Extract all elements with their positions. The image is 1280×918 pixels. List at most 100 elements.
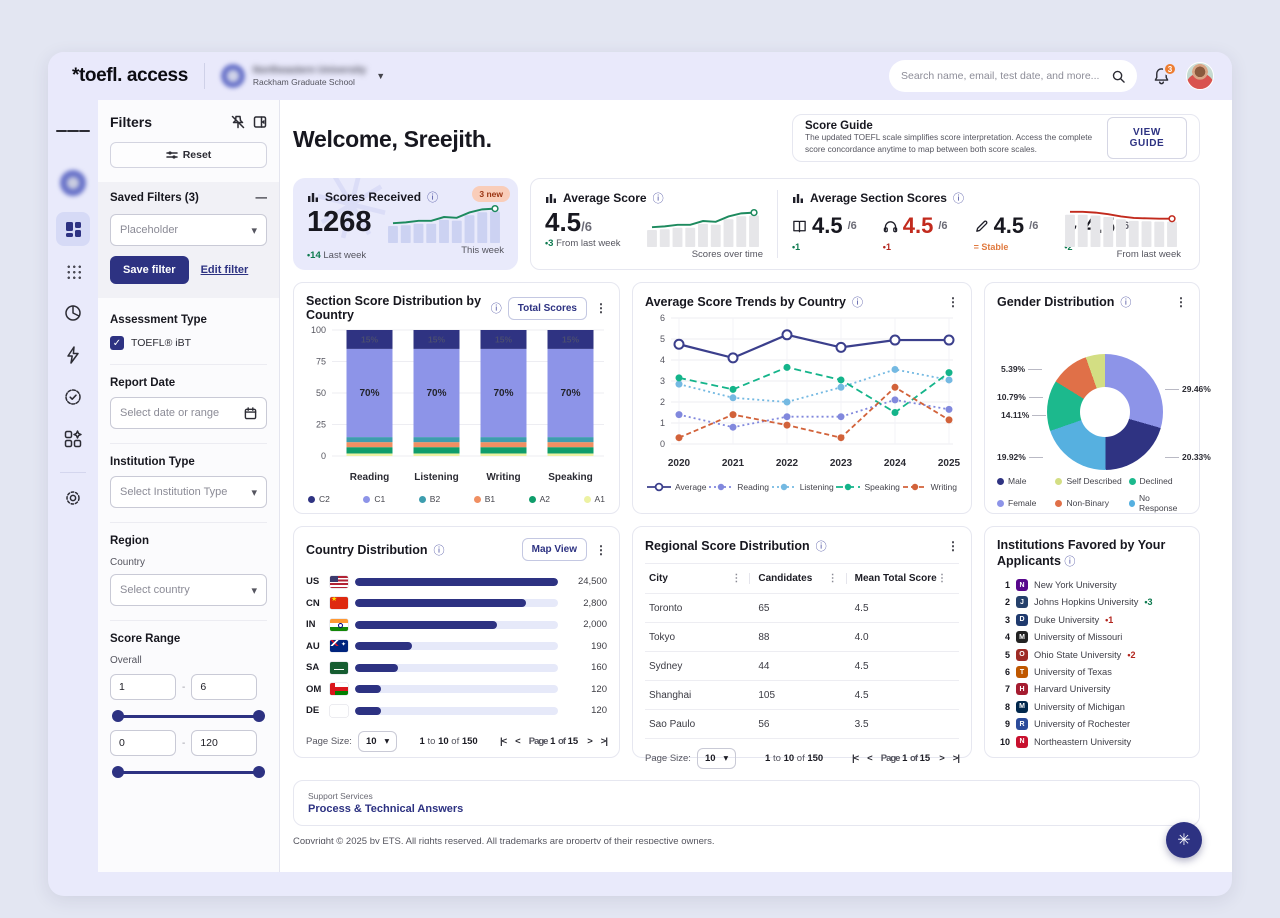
slider-handle-max[interactable]: [253, 766, 265, 778]
prev-page-button[interactable]: <: [867, 753, 872, 764]
kebab-menu-icon[interactable]: ⋮: [947, 539, 959, 553]
last-page-button[interactable]: >|: [600, 735, 608, 747]
edit-filter-link[interactable]: Edit filter: [200, 264, 249, 276]
total-max-input[interactable]: 120: [191, 730, 258, 756]
saved-filter-select[interactable]: Placeholder ▾: [110, 214, 267, 246]
country-row-om[interactable]: OM 120: [306, 679, 607, 701]
institution-row[interactable]: 1 N New York University: [997, 576, 1187, 593]
info-icon[interactable]: ⓘ: [490, 303, 502, 315]
nav-apps[interactable]: [56, 254, 90, 288]
prev-page-button[interactable]: <: [515, 735, 520, 747]
reset-filters-button[interactable]: Reset: [110, 142, 267, 168]
nav-dashboard[interactable]: [56, 212, 90, 246]
header-divider: [203, 63, 205, 89]
svg-text:50: 50: [316, 388, 326, 398]
nav-quality[interactable]: [56, 380, 90, 414]
slider-handle-min[interactable]: [112, 766, 124, 778]
regional-table: City ⋮ Candidates ⋮ Mean Total Score ⋮ Toronto…: [645, 563, 959, 739]
next-page-button[interactable]: >: [939, 753, 944, 764]
institution-row[interactable]: 4 M University of Missouri: [997, 629, 1187, 646]
first-page-button[interactable]: |<: [851, 753, 859, 764]
country-value: 120: [591, 705, 607, 717]
next-page-button[interactable]: >: [587, 735, 592, 747]
info-icon[interactable]: ⓘ: [852, 297, 863, 309]
collapse-icon[interactable]: —: [255, 192, 268, 204]
info-icon[interactable]: ⓘ: [1064, 555, 1076, 568]
country-row-sa[interactable]: SA 160: [306, 657, 607, 679]
info-icon[interactable]: ⓘ: [1120, 297, 1132, 309]
institution-row[interactable]: 3 D Duke University •1: [997, 611, 1187, 628]
country-row-au[interactable]: AU 190: [306, 636, 607, 658]
notifications-button[interactable]: 3: [1153, 62, 1177, 85]
institution-type-select[interactable]: Select Institution Type ▾: [110, 476, 267, 508]
info-icon[interactable]: ⓘ: [652, 193, 664, 205]
save-filter-button[interactable]: Save filter: [110, 256, 189, 284]
column-menu-icon[interactable]: ⋮: [731, 573, 742, 584]
table-row[interactable]: Tokyo 88 4.0: [645, 623, 959, 652]
institution-row[interactable]: 10 N Northeastern University: [997, 733, 1187, 750]
unpin-icon[interactable]: [231, 115, 245, 129]
country-row-cn[interactable]: CN 2,800: [306, 593, 607, 615]
table-row[interactable]: Sydney 44 4.5: [645, 652, 959, 681]
slider-handle-max[interactable]: [253, 710, 265, 722]
institution-row[interactable]: 2 J Johns Hopkins University •3: [997, 594, 1187, 611]
total-range-slider[interactable]: [112, 766, 265, 778]
rail-org-logo[interactable]: [60, 170, 86, 196]
overall-max-input[interactable]: 6: [191, 674, 258, 700]
country-value: 190: [591, 640, 607, 652]
kebab-menu-icon[interactable]: ⋮: [947, 295, 959, 309]
top-header: *toefl. access Northeastern University R…: [48, 52, 1232, 100]
overall-min-input[interactable]: 1: [110, 674, 176, 700]
total-min-input[interactable]: 0: [110, 730, 176, 756]
info-icon[interactable]: ⓘ: [815, 541, 827, 553]
institution-row[interactable]: 8 M University of Michigan: [997, 698, 1187, 715]
map-view-button[interactable]: Map View: [521, 538, 587, 561]
institutions-card: Institutions Favored by Your Applicants …: [984, 526, 1200, 758]
first-page-button[interactable]: |<: [499, 735, 507, 747]
support-link[interactable]: Process & Technical Answers: [308, 803, 464, 815]
report-date-input[interactable]: Select date or range: [110, 397, 267, 429]
institution-row[interactable]: 5 O Ohio State University •2: [997, 646, 1187, 663]
kebab-menu-icon[interactable]: ⋮: [595, 542, 607, 557]
info-icon[interactable]: ⓘ: [427, 192, 439, 204]
view-guide-button[interactable]: VIEW GUIDE: [1107, 117, 1187, 159]
country-row-us[interactable]: US 24,500: [306, 571, 607, 593]
institution-row[interactable]: 6 T University of Texas: [997, 663, 1187, 680]
total-scores-button[interactable]: Total Scores: [507, 296, 587, 320]
table-row[interactable]: Shanghai 105 4.5: [645, 681, 959, 710]
country-row-de[interactable]: DE 120: [306, 700, 607, 722]
table-row[interactable]: Sao Paulo 56 3.5: [645, 710, 959, 739]
nav-activity[interactable]: [56, 338, 90, 372]
toefl-ibt-checkbox[interactable]: ✓: [110, 336, 124, 350]
country-value: 24,500: [577, 576, 607, 588]
country-select[interactable]: Select country ▾: [110, 574, 267, 606]
column-menu-icon[interactable]: ⋮: [827, 573, 838, 584]
search-input[interactable]: Search name, email, test date, and more.…: [889, 60, 1137, 92]
nav-settings[interactable]: [56, 481, 90, 515]
menu-icon[interactable]: [56, 114, 90, 148]
help-fab-button[interactable]: ✳: [1166, 822, 1202, 858]
slider-handle-min[interactable]: [112, 710, 124, 722]
institution-row[interactable]: 9 R University of Rochester: [997, 716, 1187, 733]
last-page-button[interactable]: >|: [952, 753, 960, 764]
institution-name: Northeastern University: [1034, 736, 1132, 747]
column-menu-icon[interactable]: ⋮: [936, 573, 947, 584]
country-placeholder: Select country: [120, 584, 190, 596]
overall-range-slider[interactable]: [112, 710, 265, 722]
page-size-select[interactable]: 10 ▾: [357, 730, 398, 752]
collapse-panel-icon[interactable]: [253, 115, 267, 129]
user-avatar[interactable]: [1186, 62, 1214, 90]
nav-reports[interactable]: [56, 296, 90, 330]
institution-row[interactable]: 7 H Harvard University: [997, 681, 1187, 698]
info-icon[interactable]: ⓘ: [433, 544, 445, 557]
info-icon[interactable]: ⓘ: [952, 193, 964, 205]
chart-legend: C2 C1 B2 B1 A2 A1: [306, 494, 607, 504]
table-row[interactable]: Toronto 65 4.5: [645, 594, 959, 623]
org-selector[interactable]: Northeastern University Rackham Graduate…: [220, 64, 385, 88]
page-size-select[interactable]: 10 ▾: [696, 748, 737, 769]
nav-widgets[interactable]: [56, 422, 90, 456]
kebab-menu-icon[interactable]: ⋮: [1175, 295, 1187, 309]
org-subtitle: Rackham Graduate School: [252, 76, 355, 87]
kebab-menu-icon[interactable]: ⋮: [595, 301, 607, 315]
country-row-in[interactable]: IN 2,000: [306, 614, 607, 636]
